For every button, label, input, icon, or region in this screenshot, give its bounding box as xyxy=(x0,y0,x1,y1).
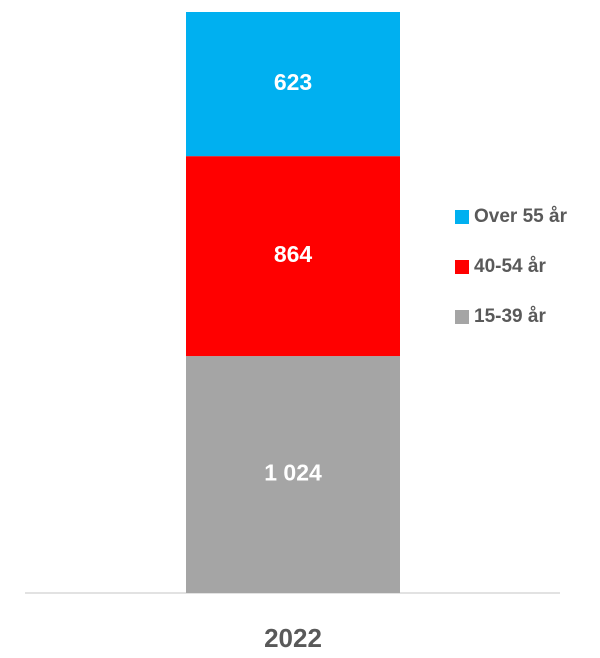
bar-segment xyxy=(186,356,400,593)
legend-label: 40-54 år xyxy=(474,256,546,277)
value-label: 1 024 xyxy=(264,460,322,486)
legend-swatch xyxy=(455,310,469,324)
x-tick-label: 2022 xyxy=(264,623,322,653)
legend-label: 15-39 år xyxy=(474,306,546,327)
bar-segment xyxy=(186,12,400,157)
value-label: 623 xyxy=(274,69,312,95)
value-label: 864 xyxy=(274,241,313,267)
legend-swatch xyxy=(455,260,469,274)
legend-label: Over 55 år xyxy=(474,206,568,227)
legend-swatch xyxy=(455,210,469,224)
bar-segment xyxy=(186,156,400,357)
